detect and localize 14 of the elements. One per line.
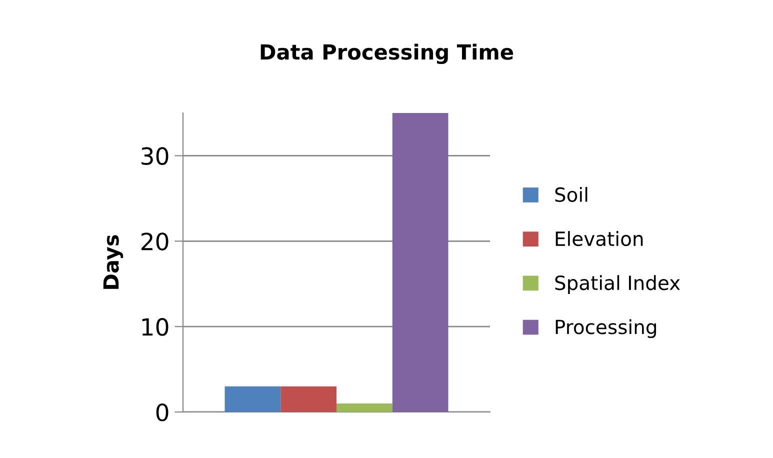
y-tick-label: 30 [142, 147, 168, 166]
bar [392, 113, 448, 412]
bar [336, 403, 392, 412]
y-tick-label: 0 [156, 403, 168, 422]
legend-label: Processing [556, 319, 656, 338]
y-axis-title: Days [103, 235, 124, 289]
legend-label: Elevation [556, 231, 643, 246]
bar [280, 386, 336, 412]
y-tick-label: 20 [141, 232, 168, 250]
y-tick-label: 10 [142, 318, 168, 336]
legend-label: Spatial Index [555, 275, 680, 294]
legend-label: Soil [555, 186, 588, 202]
chart-title: Data Processing Time [260, 44, 514, 64]
bar [224, 386, 281, 412]
